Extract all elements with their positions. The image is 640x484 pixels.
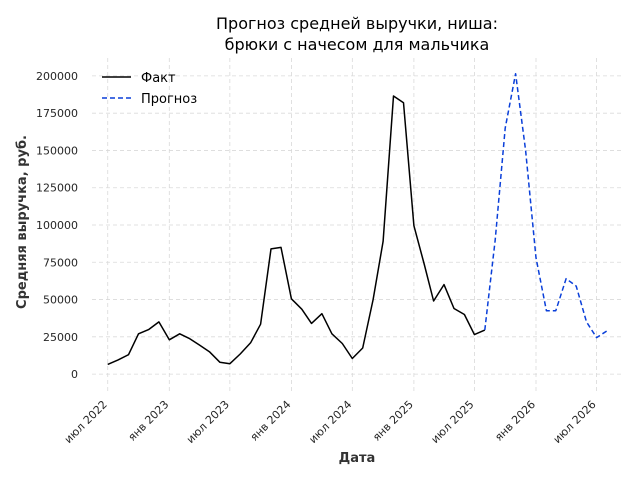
y-axis-label: Средняя выручка, руб. bbox=[15, 135, 30, 309]
y-tick-label: 75000 bbox=[43, 256, 78, 269]
series-line-forecast bbox=[484, 72, 608, 339]
y-tick-label: 125000 bbox=[36, 182, 78, 195]
legend-label-forecast: Прогноз bbox=[141, 92, 197, 107]
y-tick-label: 0 bbox=[71, 368, 78, 381]
x-tick-label: янв 2025 bbox=[370, 398, 416, 444]
grid-lines bbox=[92, 58, 622, 392]
x-tick-label: июл 2025 bbox=[429, 398, 477, 446]
x-tick-label: июл 2023 bbox=[184, 398, 232, 446]
chart-title-line-1: Прогноз средней выручки, ниша: bbox=[216, 14, 498, 33]
x-tick-label: июл 2024 bbox=[306, 398, 354, 446]
x-tick-label: янв 2023 bbox=[126, 398, 172, 444]
chart-title-line-2: брюки с начесом для мальчика bbox=[225, 35, 490, 54]
y-tick-label: 175000 bbox=[36, 107, 78, 120]
y-tick-label: 25000 bbox=[43, 331, 78, 344]
x-axis-ticks: июл 2022 янв 2023 июл 2023 янв 2024 июл 2024… bbox=[62, 398, 599, 446]
x-tick-label: июл 2026 bbox=[551, 398, 599, 446]
series-lines bbox=[107, 72, 608, 366]
legend: Факт Прогноз bbox=[102, 71, 197, 107]
x-tick-label: янв 2026 bbox=[492, 398, 538, 444]
y-tick-label: 200000 bbox=[36, 70, 78, 83]
x-tick-label: июл 2022 bbox=[62, 398, 110, 446]
y-tick-label: 150000 bbox=[36, 144, 78, 157]
x-tick-label: янв 2024 bbox=[248, 398, 294, 444]
y-axis-ticks: 0 25000 50000 75000 100000 125000 150000 175000… bbox=[36, 70, 78, 381]
x-axis-label: Дата bbox=[339, 451, 376, 466]
legend-label-fact: Факт bbox=[141, 71, 176, 86]
series-line-fact bbox=[107, 95, 486, 366]
y-tick-label: 50000 bbox=[43, 294, 78, 307]
y-tick-label: 100000 bbox=[36, 219, 78, 232]
